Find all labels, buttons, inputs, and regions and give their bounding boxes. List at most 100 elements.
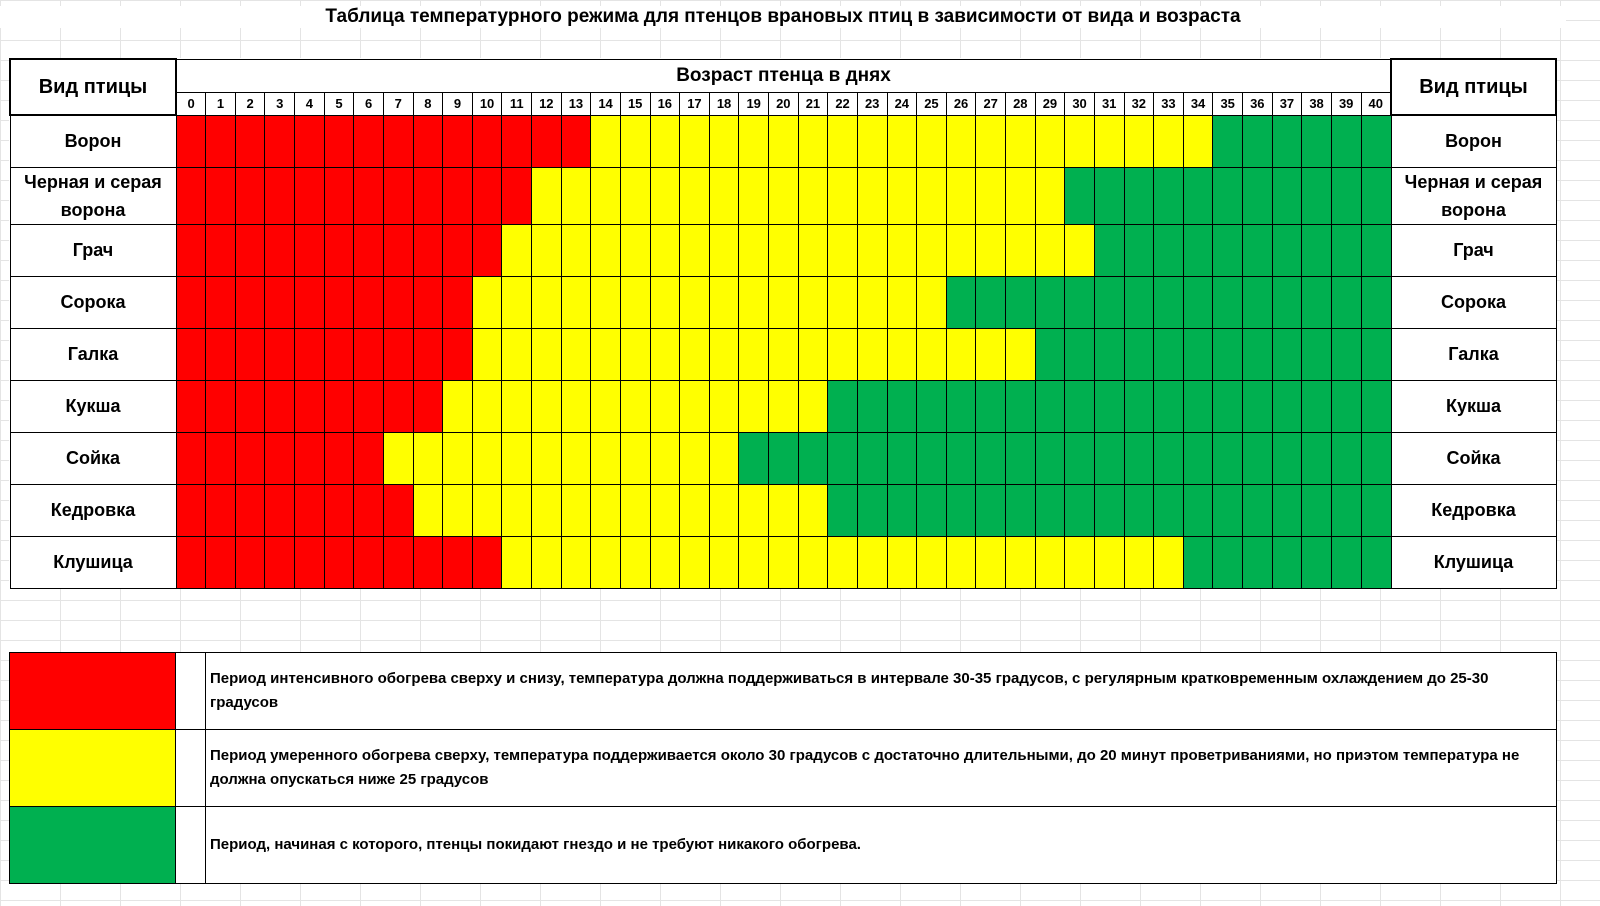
day-cell-green [1005, 275, 1036, 329]
day-cell-green [1360, 114, 1392, 168]
day-cell-yellow [1034, 223, 1066, 277]
day-header: 7 [382, 91, 414, 116]
day-cell-yellow [1182, 114, 1214, 168]
day-cell-yellow [768, 327, 799, 381]
day-cell-green [1271, 379, 1303, 433]
day-cell-green [975, 431, 1006, 485]
legend-swatch-yellow [9, 729, 176, 807]
day-cell-yellow [975, 114, 1006, 168]
day-cell-yellow [886, 166, 918, 225]
day-cell-yellow [708, 114, 740, 168]
legend-text: Период интенсивного обогрева сверху и сн… [205, 652, 1557, 730]
day-cell-green [1123, 327, 1155, 381]
day-cell-green [1093, 275, 1125, 329]
day-cell-red [353, 379, 384, 433]
day-cell-yellow [619, 379, 651, 433]
day-cell-yellow [916, 166, 947, 225]
day-cell-red [205, 275, 236, 329]
day-header: 0 [175, 91, 207, 116]
day-cell-yellow [619, 327, 651, 381]
day-cell-red [323, 166, 355, 225]
day-cell-red [175, 379, 207, 433]
day-cell-yellow [531, 275, 562, 329]
day-cell-yellow [856, 327, 888, 381]
day-cell-yellow [856, 166, 888, 225]
day-cell-green [1005, 431, 1036, 485]
day-cell-green [945, 483, 977, 537]
day-cell-red [501, 114, 532, 168]
day-cell-yellow [1153, 535, 1184, 589]
day-cell-yellow [1034, 114, 1066, 168]
day-cell-yellow [560, 166, 592, 225]
temperature-table: Вид птицы Возраст птенца в днях Вид птиц… [9, 58, 1557, 589]
legend-row: Период умеренного обогрева сверху, темпе… [9, 729, 1557, 807]
day-cell-yellow [916, 327, 947, 381]
day-cell-green [1034, 483, 1066, 537]
species-name: Кедровка [1390, 483, 1557, 537]
day-cell-yellow [1153, 114, 1184, 168]
day-cell-red [294, 223, 325, 277]
day-cell-green [1182, 327, 1214, 381]
day-cell-yellow [827, 275, 858, 329]
day-cell-red [382, 483, 414, 537]
table-row: Ворон Ворон [9, 114, 1557, 168]
day-cell-yellow [738, 379, 769, 433]
day-cell-red [294, 114, 325, 168]
table-row: Кедровка Кедровка [9, 483, 1557, 537]
day-cell-yellow [1093, 114, 1125, 168]
table-row: Черная и серая ворона Черная и серая воро… [9, 166, 1557, 225]
day-cell-green [1064, 431, 1095, 485]
day-cell-green [1301, 327, 1332, 381]
day-cell-yellow [975, 166, 1006, 225]
day-cell-red [264, 483, 295, 537]
day-cell-green [1212, 535, 1243, 589]
day-cell-red [442, 114, 473, 168]
day-header: 28 [1005, 91, 1036, 116]
day-cell-green [1182, 483, 1214, 537]
day-cell-yellow [797, 483, 829, 537]
day-cell-yellow [797, 114, 829, 168]
day-cell-green [1301, 431, 1332, 485]
day-cell-yellow [471, 379, 503, 433]
day-header: 20 [768, 91, 799, 116]
day-cell-red [205, 535, 236, 589]
day-cell-yellow [916, 275, 947, 329]
day-cell-red [205, 166, 236, 225]
day-cell-yellow [412, 431, 444, 485]
day-cell-red [382, 379, 414, 433]
day-cell-green [886, 431, 918, 485]
day-cell-green [1034, 275, 1066, 329]
day-cell-red [264, 535, 295, 589]
day-cell-green [1271, 114, 1303, 168]
day-cell-yellow [1005, 166, 1036, 225]
day-cell-yellow [827, 166, 858, 225]
day-cell-green [1360, 535, 1392, 589]
day-cell-green [945, 431, 977, 485]
legend-text: Период, начиная с которого, птенцы покид… [205, 806, 1557, 884]
day-header: 19 [738, 91, 769, 116]
day-cell-yellow [590, 114, 621, 168]
day-cell-yellow [619, 483, 651, 537]
day-cell-green [886, 483, 918, 537]
day-header: 9 [442, 91, 473, 116]
day-cell-yellow [797, 275, 829, 329]
day-cell-green [1064, 327, 1095, 381]
day-cell-yellow [679, 431, 710, 485]
day-cell-green [1182, 431, 1214, 485]
day-cell-green [1360, 275, 1392, 329]
day-cell-yellow [768, 223, 799, 277]
day-cell-yellow [501, 431, 532, 485]
day-cell-red [175, 223, 207, 277]
day-header: 1 [205, 91, 236, 116]
day-cell-yellow [768, 483, 799, 537]
day-cell-yellow [679, 275, 710, 329]
day-cell-red [294, 483, 325, 537]
day-cell-green [1182, 275, 1214, 329]
day-cell-yellow [471, 327, 503, 381]
day-cell-red [234, 327, 266, 381]
table-row: Грач Грач [9, 223, 1557, 277]
day-cell-red [531, 114, 562, 168]
day-cell-green [1242, 379, 1273, 433]
day-cell-red [412, 223, 444, 277]
day-cell-yellow [1093, 535, 1125, 589]
